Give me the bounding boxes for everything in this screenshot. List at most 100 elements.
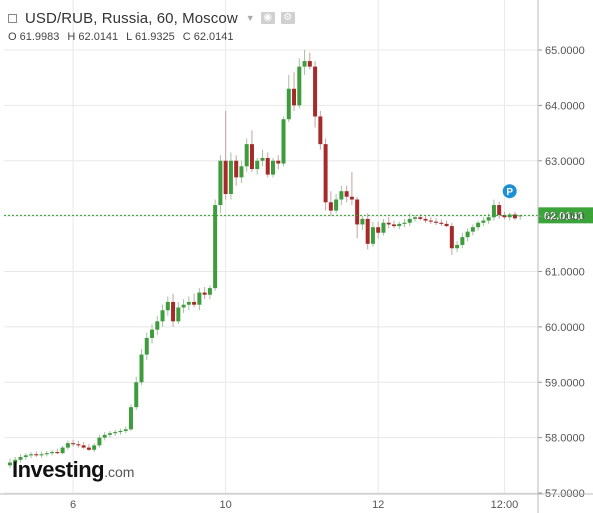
collapse-icon[interactable] (8, 13, 17, 23)
candle-body (92, 445, 97, 450)
candle (276, 155, 281, 170)
candle (50, 449, 55, 456)
candle (491, 199, 496, 221)
candle-body (244, 144, 249, 167)
candle-body (107, 433, 112, 435)
candle (139, 349, 144, 386)
ohlc-open: O 61.9983 (8, 31, 60, 43)
y-tick-label: 62.0000 (545, 211, 585, 223)
candle-body (281, 119, 286, 164)
candle-body (23, 455, 28, 458)
candle-body (18, 457, 23, 460)
y-tick-label: 58.0000 (545, 433, 585, 445)
y-axis: 57.000058.000059.000060.000061.000062.00… (537, 0, 585, 513)
candle-body (402, 222, 407, 224)
candle-body (207, 288, 212, 295)
candle (228, 152, 233, 200)
eye-icon[interactable]: ◉ (260, 12, 275, 24)
candle-body (407, 218, 412, 223)
event-marker-label: P (506, 187, 513, 198)
candle (255, 157, 260, 175)
ohlc-high: H 62.0141 (67, 31, 119, 43)
candle-body (507, 214, 512, 218)
candle (318, 110, 323, 150)
candle-body (339, 191, 344, 200)
candle-body (292, 88, 297, 106)
candle-body (470, 227, 475, 232)
candle (386, 217, 391, 229)
candle (413, 215, 418, 222)
candle (302, 50, 307, 75)
candle (55, 448, 60, 455)
candle-body (218, 160, 223, 206)
candle (497, 201, 502, 219)
candle-body (497, 205, 502, 216)
candle (150, 324, 155, 344)
candle (92, 443, 97, 453)
candle-body (213, 205, 218, 289)
candle (365, 213, 370, 250)
candle-body (249, 144, 254, 170)
candle-body (286, 88, 291, 120)
candle (192, 293, 197, 308)
candle-body (197, 292, 202, 305)
candle-body (376, 227, 381, 233)
candle-body (381, 222, 386, 233)
ohlc-low: L 61.9325 (126, 31, 175, 43)
candle (297, 58, 302, 109)
candle-body (71, 443, 76, 445)
candle (381, 218, 386, 236)
gear-icon[interactable]: ⚙ (280, 12, 295, 24)
candle (323, 138, 328, 211)
y-tick-label: 64.0000 (545, 100, 585, 112)
candle (465, 228, 470, 242)
candle-body (55, 452, 60, 454)
candle (176, 301, 181, 325)
candle (171, 293, 176, 327)
candle (23, 453, 28, 460)
candle (349, 171, 354, 206)
candle (507, 212, 512, 221)
candle (234, 155, 239, 186)
candle (18, 454, 23, 463)
candle-body (134, 382, 139, 408)
candle (102, 432, 107, 441)
candle-body (413, 217, 418, 219)
candle (334, 193, 339, 214)
candle (213, 199, 218, 291)
candle-body (128, 407, 133, 430)
candle (360, 216, 365, 230)
candle (286, 74, 291, 122)
y-tick-label: 65.0000 (545, 45, 585, 57)
candle-body (39, 454, 44, 456)
candle (123, 426, 128, 434)
candle (281, 116, 286, 167)
candle (260, 149, 265, 167)
candle-body (370, 227, 375, 244)
candle-body (476, 222, 481, 228)
candle (134, 376, 139, 410)
candle-body (228, 160, 233, 194)
candle (144, 332, 149, 361)
candle-body (118, 430, 123, 433)
candle (391, 220, 396, 229)
candle-body (386, 222, 391, 225)
chevron-down-icon[interactable]: ▼ (245, 13, 255, 23)
candle-body (155, 321, 160, 330)
candle (376, 221, 381, 239)
candle-body (260, 157, 265, 161)
candle-body (271, 160, 275, 175)
candle-body (323, 144, 328, 203)
candle-body (234, 160, 239, 178)
candle-body (460, 237, 465, 245)
candles (8, 50, 523, 469)
symbol-title: USD/RUB, Russia, 60, Moscow (25, 9, 238, 27)
candle-body (276, 160, 281, 164)
candle-body (13, 459, 18, 463)
candle-body (334, 199, 339, 211)
candle (165, 296, 170, 316)
candle (423, 216, 428, 223)
candle (249, 130, 254, 172)
